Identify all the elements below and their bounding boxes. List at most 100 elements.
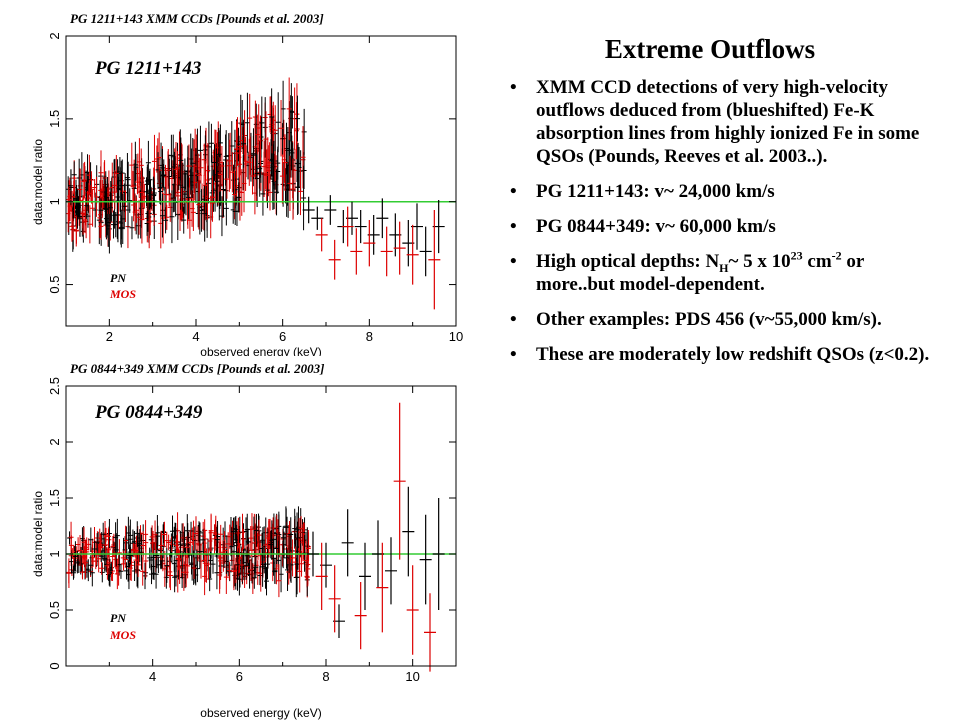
chart-pg0844: PG 0844+349 XMM CCDs [Pounds et al. 2003… xyxy=(0,356,470,725)
mos-noise-errorbar xyxy=(205,143,211,199)
pn-noise-errorbar xyxy=(288,122,294,178)
pn-noise-errorbar xyxy=(190,138,196,189)
pn-noise-errorbar xyxy=(181,531,187,557)
pn-noise-errorbar xyxy=(194,549,200,567)
pn-noise-errorbar xyxy=(149,564,155,585)
mos-noise-errorbar xyxy=(303,541,309,581)
pn-noise-errorbar xyxy=(124,153,130,203)
bullet-text: These are moderately low redshift QSOs (… xyxy=(536,344,930,365)
mos-noise-errorbar xyxy=(70,218,76,241)
mos-data-point xyxy=(424,593,436,672)
pn-noise-errorbar xyxy=(243,517,249,546)
mos-noise-errorbar xyxy=(130,170,136,202)
bullet-text: XMM CCD detections of very high-velocity… xyxy=(536,77,920,167)
pn-noise-errorbar xyxy=(73,179,79,221)
y-tick-label: 1.5 xyxy=(47,489,62,507)
pn-noise-errorbar xyxy=(301,165,307,231)
pn-noise-errorbar xyxy=(210,169,216,212)
mos-noise-errorbar xyxy=(140,557,146,586)
pn-data-point xyxy=(385,537,397,605)
pn-noise-errorbar xyxy=(295,521,301,555)
pn-noise-errorbar xyxy=(113,533,119,567)
mos-noise-errorbar xyxy=(202,546,208,574)
pn-noise-errorbar xyxy=(241,119,247,168)
pn-noise-errorbar xyxy=(181,206,187,234)
pn-noise-errorbar xyxy=(274,169,280,216)
y-tick-label: 1 xyxy=(47,198,62,205)
pn-data-point xyxy=(419,514,432,605)
mos-noise-errorbar xyxy=(202,544,208,583)
mos-noise-errorbar xyxy=(80,198,86,229)
pn-noise-errorbar xyxy=(251,566,257,589)
bullet-item: • PG 1211+143: v~ 24,000 km/s xyxy=(510,180,930,203)
x-tick-label: 4 xyxy=(192,329,199,344)
mos-data-point xyxy=(406,565,419,655)
y-tick-label: 1 xyxy=(47,550,62,557)
mos-noise-errorbar xyxy=(98,541,104,553)
pn-noise-errorbar xyxy=(85,559,91,582)
mos-noise-errorbar xyxy=(140,531,146,560)
mos-noise-errorbar xyxy=(290,158,296,220)
bullet-dot-icon: • xyxy=(510,344,517,365)
mos-noise-errorbar xyxy=(68,521,74,553)
mos-noise-errorbar xyxy=(81,527,87,558)
x-axis-label: observed energy (keV) xyxy=(200,345,321,356)
pn-noise-errorbar xyxy=(197,534,203,569)
mos-noise-errorbar xyxy=(181,553,187,591)
chart-caption: PG 1211+143 XMM CCDs [Pounds et al. 2003… xyxy=(70,11,324,26)
pn-noise-errorbar xyxy=(123,562,129,580)
pn-noise-errorbar xyxy=(216,130,222,179)
pn-data-point xyxy=(324,195,337,225)
mos-noise-errorbar xyxy=(234,124,240,174)
bullet-text: PG 1211+143: v~ 24,000 km/s xyxy=(536,181,775,202)
mos-noise-errorbar xyxy=(82,161,88,199)
mos-noise-errorbar xyxy=(218,524,224,544)
pn-noise-errorbar xyxy=(178,137,184,184)
bullet-pre: High optical depths: N xyxy=(536,251,720,272)
pn-noise-errorbar xyxy=(244,92,250,153)
mos-noise-errorbar xyxy=(134,169,140,195)
mos-noise-errorbar xyxy=(81,163,87,200)
mos-noise-errorbar xyxy=(66,186,72,213)
pn-noise-errorbar xyxy=(205,165,211,202)
mos-noise-errorbar xyxy=(93,176,99,217)
mos-noise-errorbar xyxy=(154,145,160,173)
slide-title: Extreme Outflows xyxy=(604,34,816,64)
mos-noise-errorbar xyxy=(185,553,191,579)
spectrum-noise-group xyxy=(66,506,312,598)
mos-noise-errorbar xyxy=(139,195,145,244)
mos-noise-errorbar xyxy=(177,549,183,584)
mos-data-point xyxy=(354,582,367,650)
mos-noise-errorbar xyxy=(243,145,249,178)
mos-noise-errorbar xyxy=(165,151,171,189)
mos-noise-errorbar xyxy=(151,134,157,188)
pn-noise-errorbar xyxy=(76,158,82,198)
pn-noise-errorbar xyxy=(294,512,300,548)
bullet-item: • These are moderately low redshift QSOs … xyxy=(510,343,930,366)
bullet-sup-exponent: 23 xyxy=(790,248,803,263)
mos-noise-errorbar xyxy=(282,134,288,192)
mos-noise-errorbar xyxy=(263,528,269,562)
y-tick-label: 2 xyxy=(47,438,62,445)
mos-noise-errorbar xyxy=(235,517,241,549)
pn-noise-errorbar xyxy=(210,554,216,574)
mos-data-point xyxy=(428,210,441,310)
mos-noise-errorbar xyxy=(263,111,269,167)
pn-noise-errorbar xyxy=(145,140,151,185)
mos-noise-errorbar xyxy=(167,560,173,591)
bullet-dot-icon: • xyxy=(510,181,517,202)
bullet-dot-icon: • xyxy=(510,309,517,330)
x-tick-label: 8 xyxy=(322,669,329,684)
pn-noise-errorbar xyxy=(296,147,302,188)
pn-noise-errorbar xyxy=(202,185,208,242)
mos-noise-errorbar xyxy=(226,561,232,580)
mos-noise-errorbar xyxy=(180,523,186,553)
chart-pg0844-svg: PG 0844+349 XMM CCDs [Pounds et al. 2003… xyxy=(31,361,457,720)
pn-noise-errorbar xyxy=(284,547,290,569)
pn-noise-errorbar xyxy=(292,508,298,549)
pn-noise-errorbar xyxy=(278,556,284,593)
pn-noise-errorbar xyxy=(254,151,260,196)
mos-data-point xyxy=(328,239,341,280)
mos-noise-errorbar xyxy=(174,528,180,556)
pn-noise-errorbar xyxy=(101,175,107,209)
